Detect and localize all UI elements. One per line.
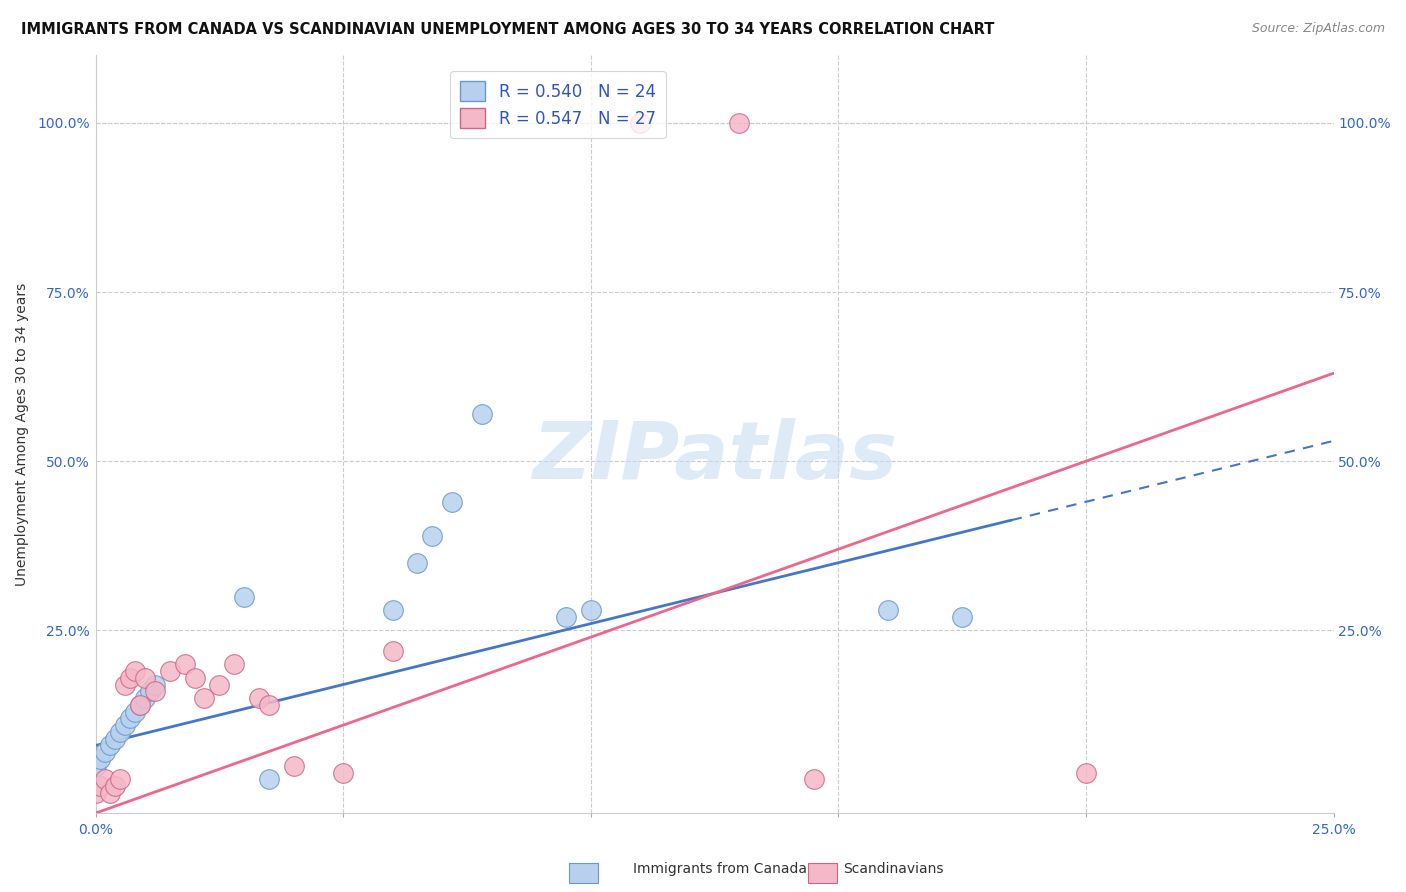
Point — [143, 677, 166, 691]
Point — [183, 671, 205, 685]
Point — [94, 745, 117, 759]
Point — [420, 529, 443, 543]
Point — [104, 731, 127, 746]
Point — [283, 758, 305, 772]
Point — [114, 677, 136, 691]
Text: Scandinavians: Scandinavians — [844, 862, 943, 876]
Point — [124, 664, 146, 678]
Point — [193, 691, 215, 706]
Point — [579, 603, 602, 617]
Legend: R = 0.540   N = 24, R = 0.547   N = 27: R = 0.540 N = 24, R = 0.547 N = 27 — [450, 71, 666, 138]
Point — [94, 772, 117, 787]
Point — [233, 590, 256, 604]
Point — [98, 786, 121, 800]
Point — [89, 752, 111, 766]
Point — [98, 739, 121, 753]
Point — [332, 765, 354, 780]
Point — [803, 772, 825, 787]
Point — [110, 725, 132, 739]
Point — [208, 677, 231, 691]
Point — [224, 657, 246, 672]
Point — [441, 495, 464, 509]
Point — [159, 664, 181, 678]
Point — [381, 603, 404, 617]
Y-axis label: Unemployment Among Ages 30 to 34 years: Unemployment Among Ages 30 to 34 years — [15, 283, 30, 586]
Point — [950, 610, 973, 624]
Point — [173, 657, 195, 672]
Text: Source: ZipAtlas.com: Source: ZipAtlas.com — [1251, 22, 1385, 36]
Point — [129, 698, 152, 712]
Point — [628, 116, 651, 130]
Point — [110, 772, 132, 787]
Point — [143, 684, 166, 698]
Point — [1074, 765, 1097, 780]
Point — [84, 786, 107, 800]
Point — [406, 556, 429, 570]
Point — [876, 603, 898, 617]
Point — [555, 610, 578, 624]
Text: Immigrants from Canada: Immigrants from Canada — [633, 862, 807, 876]
Point — [257, 698, 280, 712]
Point — [129, 698, 152, 712]
Text: ZIPatlas: ZIPatlas — [531, 417, 897, 496]
Point — [139, 684, 162, 698]
Point — [247, 691, 270, 706]
Point — [471, 407, 494, 421]
Point — [120, 711, 142, 725]
Point — [104, 779, 127, 793]
Point — [124, 705, 146, 719]
Point — [89, 779, 111, 793]
Point — [728, 116, 751, 130]
Point — [381, 643, 404, 657]
Point — [134, 691, 156, 706]
Point — [134, 671, 156, 685]
Point — [120, 671, 142, 685]
Point — [257, 772, 280, 787]
Point — [114, 718, 136, 732]
Point — [84, 758, 107, 772]
Text: IMMIGRANTS FROM CANADA VS SCANDINAVIAN UNEMPLOYMENT AMONG AGES 30 TO 34 YEARS CO: IMMIGRANTS FROM CANADA VS SCANDINAVIAN U… — [21, 22, 994, 37]
